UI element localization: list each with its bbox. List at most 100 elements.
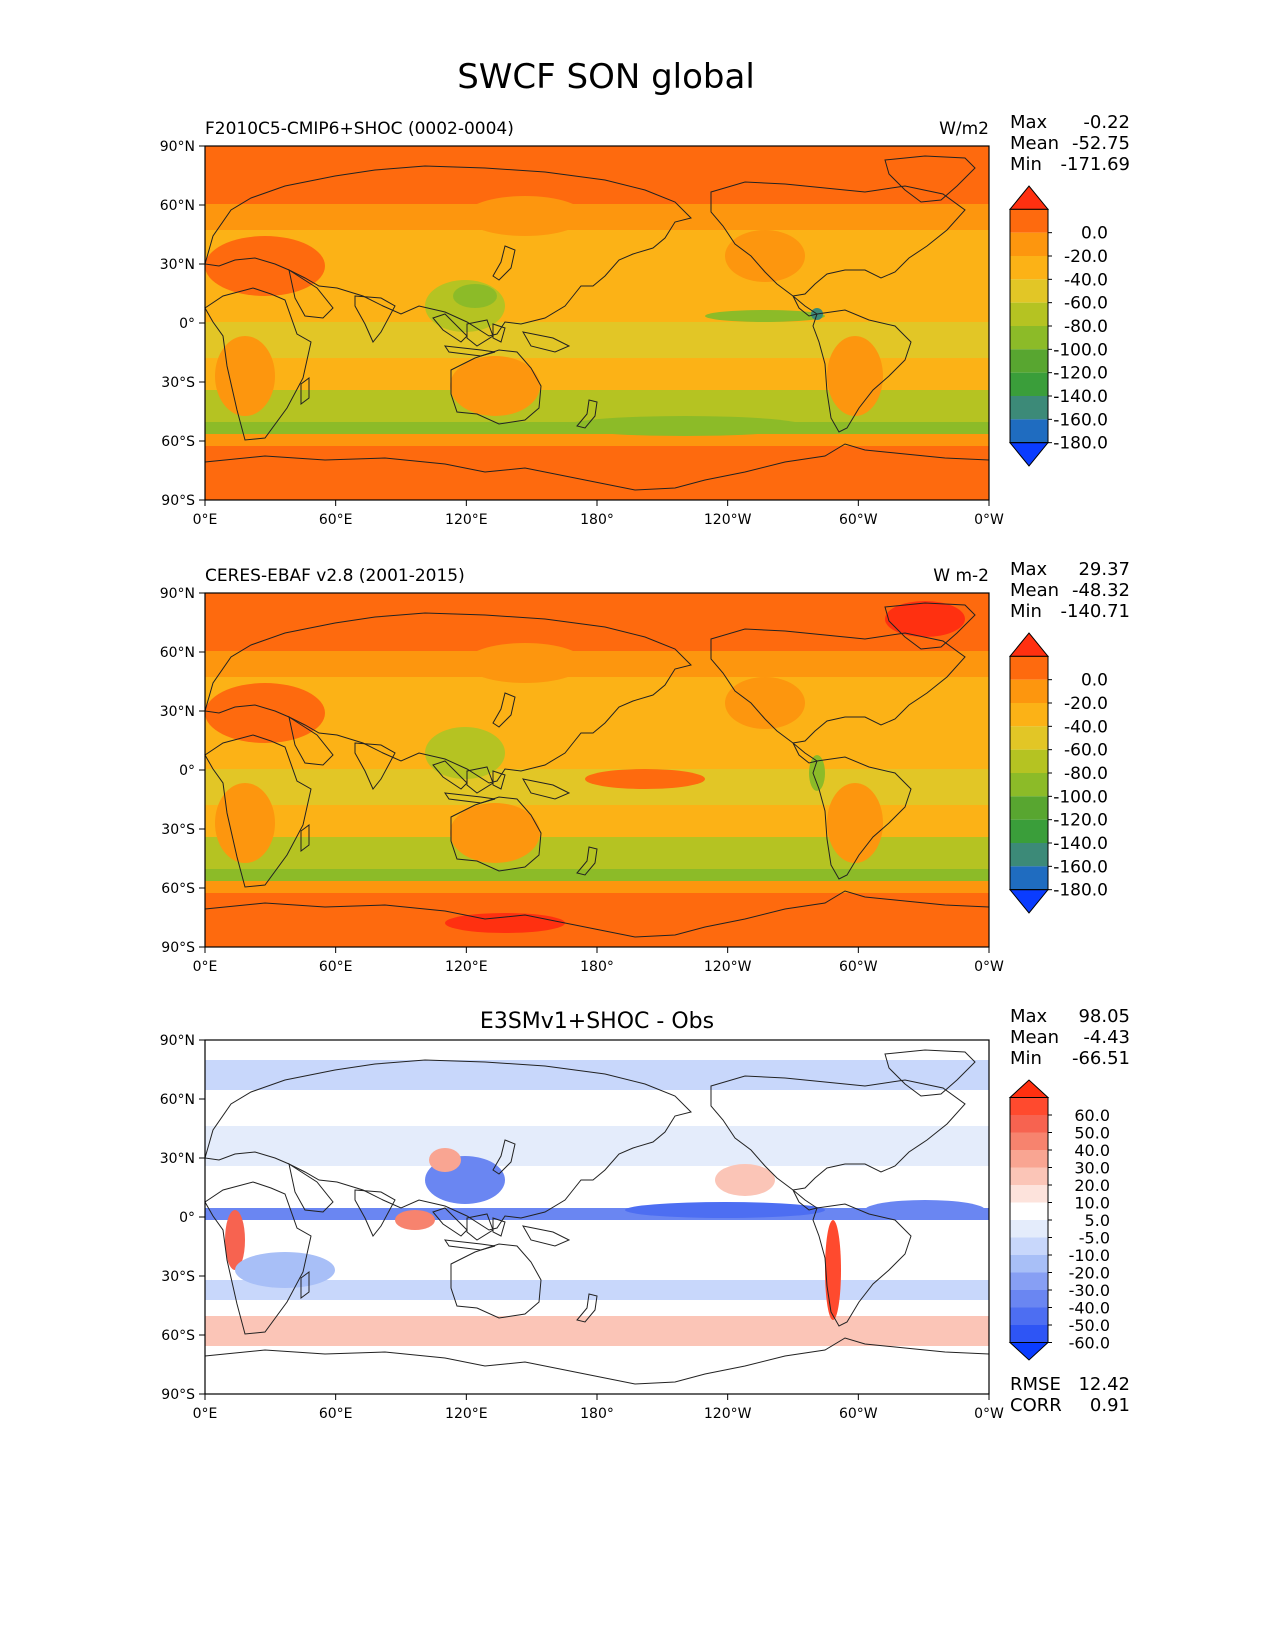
field-band-antarctic bbox=[205, 446, 989, 500]
colorbar-label: 40.0 bbox=[1074, 1141, 1110, 1160]
stat-label-mean: Mean bbox=[1010, 580, 1059, 601]
colorbar-label: -160.0 bbox=[1053, 857, 1108, 877]
colorbar-label: -40.0 bbox=[1069, 1299, 1110, 1318]
colorbar-swatch bbox=[1010, 1272, 1048, 1290]
map-area bbox=[204, 592, 990, 948]
bottom-stat-label-corr: CORR bbox=[1010, 1395, 1062, 1416]
stat-value-mean: -48.32 bbox=[1072, 580, 1130, 601]
colorbar-label: -5.0 bbox=[1079, 1229, 1110, 1248]
lon-label: 0°W bbox=[974, 959, 1004, 975]
stat-value-min: -66.51 bbox=[1072, 1048, 1130, 1069]
colorbar: 0.0 -20.0 -40.0 -60.0 -80.0 -100.0 -120.0 -140.… bbox=[1008, 185, 1108, 467]
map-field bbox=[205, 1040, 989, 1394]
colorbar-label: -180.0 bbox=[1053, 881, 1108, 901]
stat-label-min: Min bbox=[1010, 601, 1042, 622]
panel-left-title: F2010C5-CMIP6+SHOC (0002-0004) bbox=[205, 119, 514, 139]
colorbar-label: -30.0 bbox=[1069, 1281, 1110, 1300]
lon-label: 180° bbox=[580, 512, 614, 528]
colorbar-label: -100.0 bbox=[1053, 340, 1108, 360]
lon-label: 120°W bbox=[704, 1406, 752, 1422]
colorbar-swatch bbox=[1010, 279, 1048, 303]
colorbar-label: -160.0 bbox=[1053, 410, 1108, 430]
colorbar-swatch bbox=[1010, 372, 1048, 396]
field-npac-east bbox=[725, 677, 805, 729]
figure-title: SWCF SON global bbox=[457, 57, 755, 97]
field-npac-red bbox=[715, 1164, 775, 1196]
colorbar-label: -100.0 bbox=[1053, 787, 1108, 807]
lon-label: 0°W bbox=[974, 1406, 1004, 1422]
panel-center-title: E3SMv1+SHOC - Obs bbox=[480, 1009, 714, 1034]
colorbar-swatch bbox=[1010, 1097, 1048, 1115]
field-itcz-blue bbox=[625, 1202, 825, 1218]
lat-label: 60°S bbox=[161, 434, 195, 450]
colorbar-label: 10.0 bbox=[1074, 1194, 1110, 1213]
stat-label-min: Min bbox=[1010, 154, 1042, 175]
stat-label-max: Max bbox=[1010, 559, 1048, 580]
lat-label: 60°N bbox=[160, 1092, 195, 1108]
colorbar-swatch bbox=[1010, 1325, 1048, 1343]
colorbar-extend-top bbox=[1008, 1079, 1050, 1098]
colorbar-swatch bbox=[1010, 1290, 1048, 1308]
bottom-stat-value-corr: 0.91 bbox=[1090, 1395, 1130, 1416]
lon-label: 60°E bbox=[319, 959, 353, 975]
field-australia bbox=[450, 356, 540, 416]
stat-value-min: -140.71 bbox=[1061, 601, 1130, 622]
map-area bbox=[204, 145, 990, 501]
field-cold-tongue bbox=[585, 769, 705, 789]
colorbar-label: -40.0 bbox=[1064, 717, 1108, 737]
stat-value-min: -171.69 bbox=[1061, 154, 1130, 175]
field-australia bbox=[450, 803, 540, 863]
colorbar-label: -20.0 bbox=[1064, 694, 1108, 714]
stat-label-mean: Mean bbox=[1010, 1027, 1059, 1048]
lat-label: 30°S bbox=[161, 1269, 195, 1285]
field-angola-red bbox=[225, 1210, 245, 1270]
panel-left-title: CERES-EBAF v2.8 (2001-2015) bbox=[205, 566, 465, 586]
field-greenland bbox=[885, 601, 965, 637]
colorbar-swatch bbox=[1010, 773, 1048, 797]
field-samerica bbox=[827, 336, 883, 416]
colorbar-label: -60.0 bbox=[1064, 294, 1108, 314]
colorbar-swatch bbox=[1010, 1115, 1048, 1133]
lat-label: 30°N bbox=[160, 1151, 195, 1167]
colorbar-swatch bbox=[1010, 1255, 1048, 1273]
lon-label: 60°E bbox=[319, 512, 353, 528]
field-china-red bbox=[429, 1148, 461, 1172]
lat-label: 30°N bbox=[160, 704, 195, 720]
colorbar-label: -10.0 bbox=[1069, 1246, 1110, 1265]
panel-units: W/m2 bbox=[939, 119, 989, 139]
lon-label: 120°E bbox=[445, 1406, 488, 1422]
field-south-africa bbox=[215, 336, 275, 416]
panel-units: W m-2 bbox=[933, 566, 989, 586]
colorbar-swatch bbox=[1010, 726, 1048, 750]
colorbar-swatch bbox=[1010, 1132, 1048, 1150]
lat-label: 30°S bbox=[161, 375, 195, 391]
field-atl-blue bbox=[865, 1200, 985, 1220]
lat-label: 30°S bbox=[161, 822, 195, 838]
lat-label: 0° bbox=[179, 1210, 195, 1226]
colorbar-swatch bbox=[1010, 796, 1048, 820]
field-antarctic-red bbox=[445, 913, 565, 933]
colorbar-extend-top bbox=[1008, 185, 1050, 210]
field-band-edge bbox=[205, 881, 989, 893]
colorbar-swatch bbox=[1010, 349, 1048, 373]
field-itcz bbox=[555, 322, 735, 350]
lat-label: 60°N bbox=[160, 198, 195, 214]
bottom-stat-label-rmse: RMSE bbox=[1010, 1374, 1061, 1395]
lon-label: 60°E bbox=[319, 1406, 353, 1422]
lon-label: 0°E bbox=[193, 1406, 218, 1422]
lon-label: 60°W bbox=[839, 959, 878, 975]
colorbar-extend-bottom bbox=[1008, 1342, 1050, 1361]
map-field bbox=[205, 593, 989, 947]
colorbar-label: -60.0 bbox=[1069, 1334, 1110, 1353]
panel-1: F2010C5-CMIP6+SHOC (0002-0004) W/m2 90°N 60… bbox=[160, 112, 1130, 528]
lon-label: 120°E bbox=[445, 512, 488, 528]
colorbar-swatch bbox=[1010, 656, 1048, 680]
field-sio-blue bbox=[235, 1252, 335, 1288]
field-band-nh-mid bbox=[205, 204, 989, 230]
colorbar-swatch bbox=[1010, 256, 1048, 280]
lon-label: 180° bbox=[580, 959, 614, 975]
colorbar: 0.0 -20.0 -40.0 -60.0 -80.0 -100.0 -120.0 -140.… bbox=[1008, 632, 1108, 914]
colorbar-swatch bbox=[1010, 1237, 1048, 1255]
lat-label: 0° bbox=[179, 763, 195, 779]
colorbar-swatch bbox=[1010, 302, 1048, 326]
